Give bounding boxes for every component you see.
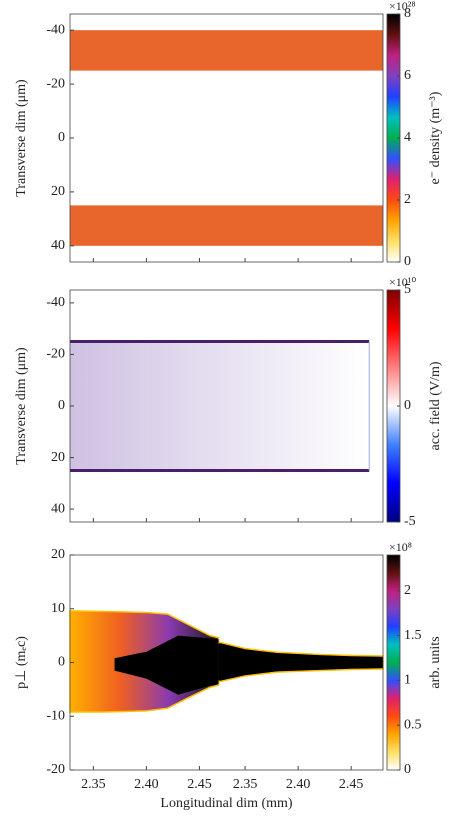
y-tick-label: -20 xyxy=(46,76,65,91)
x-tick-label: 2.35 xyxy=(81,777,106,792)
colorbar-tick-label: 2 xyxy=(404,583,411,598)
beam-core xyxy=(114,635,219,695)
colorbar-tick-label: -5 xyxy=(404,514,416,529)
colorbar-tick-label: 2 xyxy=(404,192,411,207)
colorbar-tick-label: 1 xyxy=(404,673,411,688)
density-band xyxy=(70,30,383,71)
colorbar-tick-label: 1.5 xyxy=(404,628,422,643)
colorbar-tick-label: 6 xyxy=(404,68,411,83)
y-tick-label: 0 xyxy=(58,398,65,413)
colorbar-tick-label: 0 xyxy=(404,398,411,413)
y-tick-label: -20 xyxy=(46,347,65,362)
x-tick-label: 2.40 xyxy=(134,777,159,792)
x-tick-label: 2.35 xyxy=(233,777,258,792)
y-axis-label: Transverse dim (μm) xyxy=(14,347,29,465)
y-tick-label: -20 xyxy=(46,762,65,777)
colorbar-label: e⁻ density (m⁻³) xyxy=(428,91,443,184)
colorbar-tick-label: 0 xyxy=(404,762,411,777)
y-tick-label: 10 xyxy=(51,601,65,616)
colorbar-tick-label: 5 xyxy=(404,282,411,297)
y-tick-label: -10 xyxy=(46,708,65,723)
y-axis-label: p⊥ (mₑc) xyxy=(14,636,29,689)
beam-core xyxy=(218,643,383,681)
colorbar-tick-label: 4 xyxy=(404,130,411,145)
y-axis-label: Transverse dim (μm) xyxy=(14,79,29,197)
density-band xyxy=(70,205,383,246)
y-tick-label: 20 xyxy=(51,547,65,562)
y-tick-label: 20 xyxy=(51,450,65,465)
colorbar xyxy=(386,554,401,771)
y-tick-label: 20 xyxy=(51,184,65,199)
x-tick-label: 2.45 xyxy=(187,777,212,792)
y-tick-label: 40 xyxy=(51,238,65,253)
colorbar-exponent: ×10¹⁰ xyxy=(389,275,416,289)
colorbar-exponent: ×10²⁸ xyxy=(389,0,416,13)
x-tick-label: 2.45 xyxy=(339,777,364,792)
colorbar-tick-label: 8 xyxy=(404,6,411,21)
colorbar-exponent: ×10⁸ xyxy=(389,540,412,554)
colorbar-label: acc. field (V/m) xyxy=(428,361,443,450)
y-tick-label: -40 xyxy=(46,22,65,37)
x-axis-label: Longitudinal dim (mm) xyxy=(160,796,293,811)
y-tick-label: 40 xyxy=(51,501,65,516)
y-tick-label: 0 xyxy=(58,130,65,145)
x-tick-label: 2.40 xyxy=(286,777,311,792)
colorbar-label: arb. units xyxy=(428,636,443,688)
y-tick-label: -40 xyxy=(46,295,65,310)
colorbar-tick-label: 0 xyxy=(404,254,411,269)
y-tick-label: 0 xyxy=(58,655,65,670)
colorbar-tick-label: 0.5 xyxy=(404,717,422,732)
field-region xyxy=(70,341,370,471)
